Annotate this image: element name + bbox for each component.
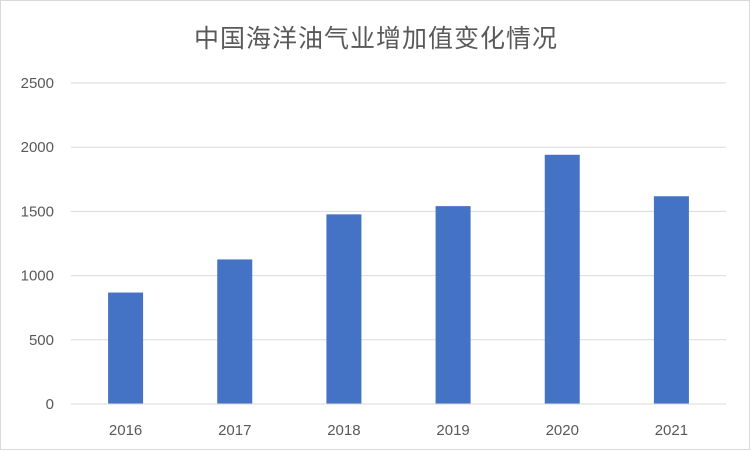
gridlines [71, 82, 726, 341]
bar-2021 [653, 196, 689, 404]
y-tick-label: 2500 [21, 75, 54, 92]
y-tick-label: 500 [29, 332, 54, 349]
bar-2017 [217, 259, 253, 404]
bar-2019 [435, 206, 471, 404]
x-tick-label: 2018 [327, 422, 360, 439]
y-tick-label: 1500 [21, 203, 54, 220]
y-tick-label: 1000 [21, 268, 54, 285]
bar-2020 [544, 154, 580, 404]
x-axis-ticks: 2016 2017 2018 2019 2020 2021 [109, 422, 688, 439]
y-tick-label: 2000 [21, 139, 54, 156]
chart-title: 中国海洋油气业增加值变化情况 [193, 24, 558, 53]
y-axis-ticks: 0 500 1000 1500 2000 2500 [21, 75, 54, 413]
x-tick-label: 2020 [546, 422, 579, 439]
y-tick-label: 0 [46, 396, 54, 413]
bar-2016 [108, 292, 144, 404]
x-tick-label: 2019 [436, 422, 469, 439]
bar-2018 [326, 214, 362, 404]
x-tick-label: 2016 [109, 422, 142, 439]
bars [108, 154, 689, 404]
x-tick-label: 2017 [218, 422, 251, 439]
x-tick-label: 2021 [655, 422, 688, 439]
